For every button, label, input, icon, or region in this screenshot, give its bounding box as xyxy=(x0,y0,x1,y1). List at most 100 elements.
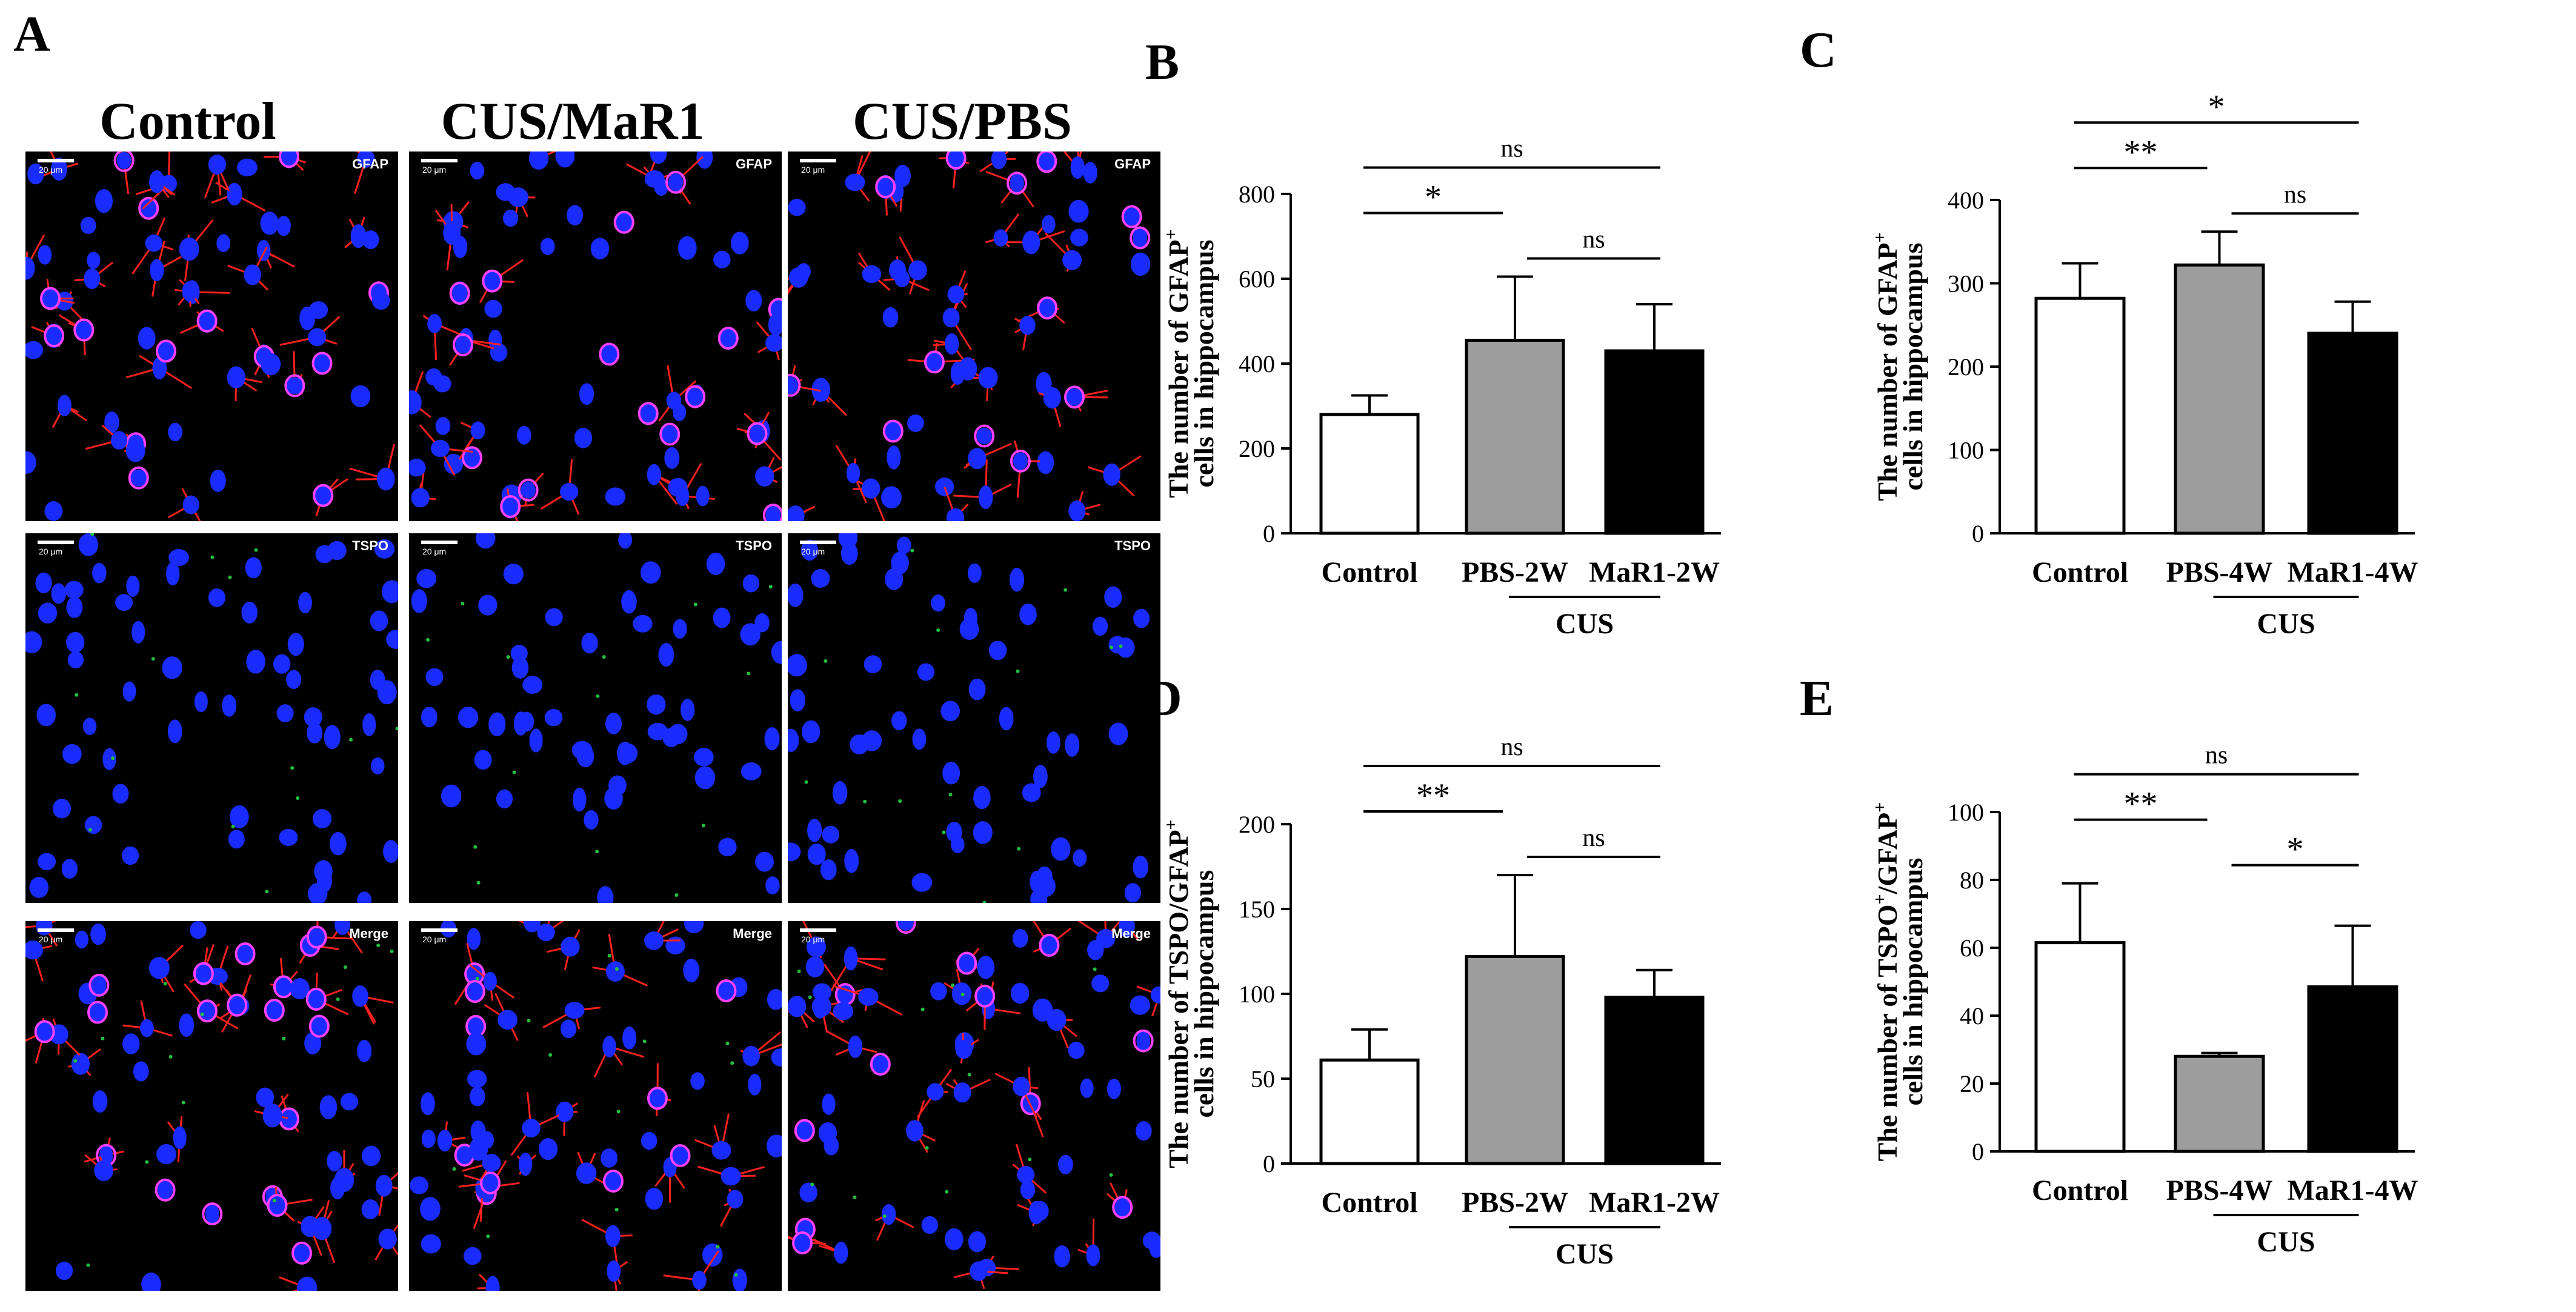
nucleus xyxy=(362,230,379,249)
chart-b: B 0 200 400 600 800 The number of GFAP+cells i… xyxy=(1145,34,1721,640)
nucleus xyxy=(968,448,987,470)
nucleus xyxy=(35,1021,54,1043)
nucleus xyxy=(1103,463,1120,486)
nucleus xyxy=(25,451,36,474)
nucleus xyxy=(590,238,610,259)
nucleus xyxy=(129,469,148,487)
tspo-signal xyxy=(390,949,394,953)
nucleus xyxy=(25,341,43,359)
nucleus xyxy=(850,734,869,754)
gfap-cell-body xyxy=(40,287,61,310)
nucleus xyxy=(603,1170,623,1191)
nucleus xyxy=(790,689,806,711)
nucleus xyxy=(435,417,451,435)
nucleus xyxy=(572,787,587,812)
tspo-signal xyxy=(73,1059,78,1063)
nucleus xyxy=(742,1045,760,1067)
nucleus xyxy=(361,1199,379,1219)
nucleus xyxy=(268,1194,286,1217)
nucleus xyxy=(718,837,737,857)
y-tick-label: 0 xyxy=(1972,520,1984,547)
y-tick-label: 100 xyxy=(1948,799,1984,826)
nucleus xyxy=(421,1092,435,1116)
nucleus xyxy=(745,290,762,311)
tspo-signal xyxy=(945,1190,949,1194)
chart-e: E 0 20 40 60 80 100 The number of TSPO+/GFAP+ce… xyxy=(1800,670,2418,1258)
gfap-cell-body xyxy=(762,504,782,521)
nucleus xyxy=(1073,849,1087,867)
bar xyxy=(2307,331,2398,535)
gfap-cell-body xyxy=(1037,296,1058,320)
nucleus xyxy=(618,533,633,549)
nucleus xyxy=(521,481,536,499)
nucleus xyxy=(173,1126,187,1150)
nucleus xyxy=(605,487,626,506)
nucleus xyxy=(1013,1076,1030,1096)
nucleus xyxy=(681,698,695,721)
y-tick-label: 300 xyxy=(1948,270,1984,298)
y-tick-label: 200 xyxy=(1239,811,1275,838)
nucleus xyxy=(456,1145,474,1165)
nucleus xyxy=(458,707,479,728)
nucleus xyxy=(279,828,298,847)
nucleus xyxy=(1086,1244,1100,1267)
scale-bar xyxy=(800,541,836,544)
nucleus xyxy=(131,621,145,644)
nucleus xyxy=(1022,783,1041,802)
tspo-signal xyxy=(910,548,914,553)
nucleus xyxy=(788,842,801,862)
nucleus xyxy=(844,946,858,971)
nucleus xyxy=(767,988,782,1010)
tspo-signal xyxy=(512,770,516,774)
nucleus xyxy=(411,589,427,613)
tspo-signal xyxy=(725,1041,730,1045)
gfap-cell-body xyxy=(1133,1029,1154,1053)
nucleus xyxy=(942,307,960,328)
nucleus xyxy=(361,1145,381,1167)
nucleus xyxy=(540,238,555,255)
nucleus xyxy=(301,1216,320,1237)
nucleus xyxy=(694,766,716,790)
nucleus xyxy=(788,728,799,752)
nucleus xyxy=(820,859,837,881)
gfap-cell-body xyxy=(794,1119,815,1142)
nucleus xyxy=(478,594,498,616)
nucleus xyxy=(470,421,485,440)
bar xyxy=(2174,1054,2265,1153)
gfap-cell-body xyxy=(308,1014,330,1038)
tspo-signal xyxy=(1109,1173,1113,1177)
nucleus xyxy=(66,596,83,618)
nucleus xyxy=(765,334,782,352)
gfap-cell-body xyxy=(264,999,285,1022)
nucleus xyxy=(601,1148,618,1168)
gfap-cell-body xyxy=(647,1087,668,1110)
tspo-signal xyxy=(111,756,115,761)
nucleus xyxy=(999,707,1014,731)
nucleus xyxy=(561,1019,577,1039)
tspo-signal xyxy=(595,850,599,854)
nucleus xyxy=(145,234,163,252)
x-tick-label: MaR1-4W xyxy=(2288,556,2418,588)
nucleus xyxy=(767,1134,782,1157)
nucleus xyxy=(315,484,331,507)
nucleus xyxy=(993,229,1008,247)
nucleus xyxy=(375,1174,393,1197)
micrograph-image xyxy=(788,533,1150,903)
nucleus xyxy=(427,314,442,333)
nucleus xyxy=(650,152,667,164)
gfap-cell-body xyxy=(196,999,218,1023)
micrograph-image xyxy=(25,533,398,903)
nucleus xyxy=(352,985,368,1007)
scale-bar xyxy=(38,541,74,544)
nucleus xyxy=(1116,637,1135,658)
tspo-signal xyxy=(486,1234,490,1239)
gfap-cell-body xyxy=(88,973,110,997)
micrograph-image xyxy=(409,152,782,521)
nucleus xyxy=(157,341,175,361)
nucleus xyxy=(383,840,398,863)
nucleus xyxy=(647,464,662,485)
tspo-signal xyxy=(701,824,705,828)
tspo-signal xyxy=(982,901,987,903)
nucleus xyxy=(576,1162,597,1184)
x-tick-label: Control xyxy=(1321,556,1417,588)
